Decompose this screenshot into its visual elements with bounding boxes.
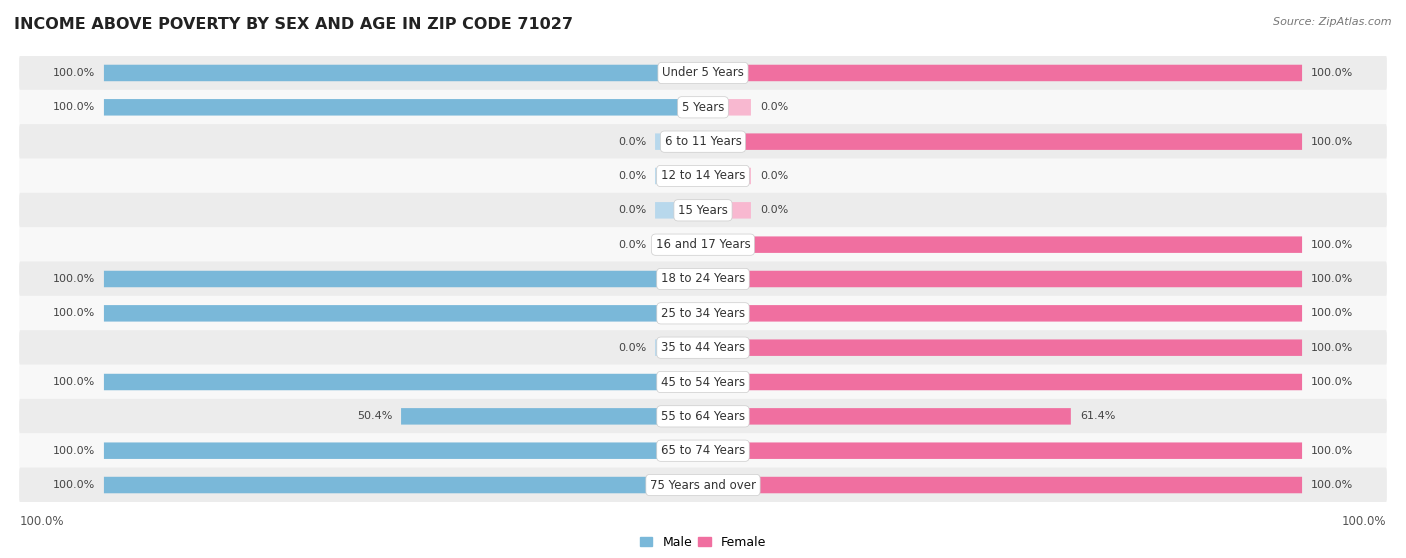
FancyBboxPatch shape — [703, 339, 1302, 356]
Text: 35 to 44 Years: 35 to 44 Years — [661, 341, 745, 354]
Text: 75 Years and over: 75 Years and over — [650, 479, 756, 492]
FancyBboxPatch shape — [20, 55, 1386, 90]
Text: 100.0%: 100.0% — [1310, 68, 1354, 78]
FancyBboxPatch shape — [104, 442, 703, 459]
Text: 16 and 17 Years: 16 and 17 Years — [655, 238, 751, 251]
FancyBboxPatch shape — [655, 168, 703, 184]
Text: INCOME ABOVE POVERTY BY SEX AND AGE IN ZIP CODE 71027: INCOME ABOVE POVERTY BY SEX AND AGE IN Z… — [14, 17, 574, 32]
FancyBboxPatch shape — [703, 477, 1302, 493]
FancyBboxPatch shape — [703, 305, 1302, 321]
Text: 100.0%: 100.0% — [52, 274, 96, 284]
FancyBboxPatch shape — [703, 202, 751, 219]
Text: 100.0%: 100.0% — [52, 309, 96, 318]
Text: 100.0%: 100.0% — [1310, 274, 1354, 284]
FancyBboxPatch shape — [703, 442, 1302, 459]
FancyBboxPatch shape — [703, 99, 751, 116]
FancyBboxPatch shape — [655, 339, 703, 356]
FancyBboxPatch shape — [20, 158, 1386, 194]
Text: 45 to 54 Years: 45 to 54 Years — [661, 376, 745, 388]
FancyBboxPatch shape — [703, 374, 1302, 390]
FancyBboxPatch shape — [20, 227, 1386, 262]
Text: 0.0%: 0.0% — [617, 137, 647, 147]
Text: 100.0%: 100.0% — [1310, 446, 1354, 456]
FancyBboxPatch shape — [703, 168, 751, 184]
FancyBboxPatch shape — [104, 65, 703, 81]
Text: 65 to 74 Years: 65 to 74 Years — [661, 444, 745, 457]
FancyBboxPatch shape — [703, 408, 1071, 425]
Text: 100.0%: 100.0% — [1310, 240, 1354, 249]
FancyBboxPatch shape — [20, 193, 1386, 228]
FancyBboxPatch shape — [104, 99, 703, 116]
Text: 100.0%: 100.0% — [1310, 480, 1354, 490]
Text: 5 Years: 5 Years — [682, 101, 724, 114]
FancyBboxPatch shape — [104, 305, 703, 321]
Text: 6 to 11 Years: 6 to 11 Years — [665, 135, 741, 148]
Text: 12 to 14 Years: 12 to 14 Years — [661, 170, 745, 182]
Text: 0.0%: 0.0% — [617, 240, 647, 249]
Text: Under 5 Years: Under 5 Years — [662, 66, 744, 79]
Text: 100.0%: 100.0% — [52, 68, 96, 78]
Text: 100.0%: 100.0% — [1310, 377, 1354, 387]
Text: Source: ZipAtlas.com: Source: ZipAtlas.com — [1274, 17, 1392, 27]
FancyBboxPatch shape — [20, 296, 1386, 331]
FancyBboxPatch shape — [401, 408, 703, 425]
FancyBboxPatch shape — [20, 330, 1386, 365]
Text: 100.0%: 100.0% — [20, 514, 65, 527]
FancyBboxPatch shape — [655, 202, 703, 219]
Text: 50.4%: 50.4% — [357, 411, 392, 421]
FancyBboxPatch shape — [20, 124, 1386, 159]
Text: 100.0%: 100.0% — [1341, 514, 1386, 527]
FancyBboxPatch shape — [703, 65, 1302, 81]
Text: 0.0%: 0.0% — [617, 171, 647, 181]
Text: 100.0%: 100.0% — [52, 377, 96, 387]
Text: 0.0%: 0.0% — [759, 205, 789, 215]
Legend: Male, Female: Male, Female — [636, 531, 770, 554]
Text: 55 to 64 Years: 55 to 64 Years — [661, 410, 745, 423]
FancyBboxPatch shape — [20, 90, 1386, 125]
FancyBboxPatch shape — [20, 433, 1386, 468]
FancyBboxPatch shape — [20, 399, 1386, 434]
Text: 18 to 24 Years: 18 to 24 Years — [661, 272, 745, 286]
Text: 15 Years: 15 Years — [678, 204, 728, 217]
Text: 100.0%: 100.0% — [52, 480, 96, 490]
Text: 61.4%: 61.4% — [1080, 411, 1115, 421]
Text: 25 to 34 Years: 25 to 34 Years — [661, 307, 745, 320]
FancyBboxPatch shape — [703, 133, 1302, 150]
FancyBboxPatch shape — [655, 237, 703, 253]
FancyBboxPatch shape — [20, 364, 1386, 400]
FancyBboxPatch shape — [104, 374, 703, 390]
FancyBboxPatch shape — [20, 262, 1386, 296]
FancyBboxPatch shape — [104, 271, 703, 287]
Text: 100.0%: 100.0% — [1310, 343, 1354, 353]
Text: 0.0%: 0.0% — [617, 205, 647, 215]
FancyBboxPatch shape — [703, 237, 1302, 253]
FancyBboxPatch shape — [703, 271, 1302, 287]
Text: 100.0%: 100.0% — [1310, 309, 1354, 318]
Text: 100.0%: 100.0% — [52, 446, 96, 456]
Text: 0.0%: 0.0% — [617, 343, 647, 353]
FancyBboxPatch shape — [20, 468, 1386, 503]
Text: 100.0%: 100.0% — [1310, 137, 1354, 147]
Text: 0.0%: 0.0% — [759, 102, 789, 112]
Text: 100.0%: 100.0% — [52, 102, 96, 112]
FancyBboxPatch shape — [104, 477, 703, 493]
FancyBboxPatch shape — [655, 133, 703, 150]
Text: 0.0%: 0.0% — [759, 171, 789, 181]
